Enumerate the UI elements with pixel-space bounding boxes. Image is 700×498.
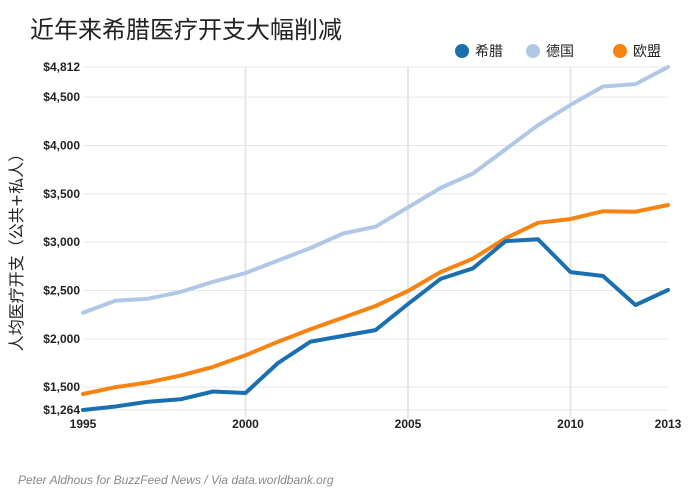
chart-title: 近年来希腊医疗开支大幅削减 [30,16,342,44]
y-tick-label: $2,500 [43,284,80,298]
legend-germany-label: 德国 [546,44,574,60]
series-line-eu [81,203,670,396]
y-tick-label: $3,500 [43,187,80,201]
series-line-germany [81,65,670,315]
series-line-greece [81,237,670,412]
y-tick-label: $1,500 [43,380,80,394]
x-axis-ticks: 1995 2000 2005 2010 2013 [70,417,682,431]
grid [83,66,668,418]
legend-eu-label: 欧盟 [633,44,661,60]
x-tick-label: 2000 [232,417,259,431]
legend: 希腊 德国 欧盟 [455,44,661,60]
y-tick-label: $4,500 [43,90,80,104]
x-tick-label: 2005 [395,417,422,431]
legend-eu-swatch [613,44,627,58]
legend-greece-label: 希腊 [475,44,503,60]
x-tick-label: 2010 [557,417,584,431]
x-tick-label: 1995 [70,417,97,431]
y-tick-label: $1,264 [43,403,80,417]
source-note: Peter Aldhous for BuzzFeed News / Via da… [18,473,334,487]
legend-greece-swatch [455,44,469,58]
legend-germany-swatch [526,44,540,58]
x-tick-label: 2013 [655,417,682,431]
y-tick-label: $4,812 [43,60,80,74]
y-tick-label: $2,000 [43,332,80,346]
y-tick-label: $3,000 [43,235,80,249]
y-axis-label: 人均医疗开支（公共+私人） [7,146,26,351]
y-axis-ticks: $1,264 $1,500 $2,000 $2,500 $3,000 $3,500 $4,0… [43,60,80,417]
y-tick-label: $4,000 [43,138,80,152]
series-lines [81,65,670,412]
